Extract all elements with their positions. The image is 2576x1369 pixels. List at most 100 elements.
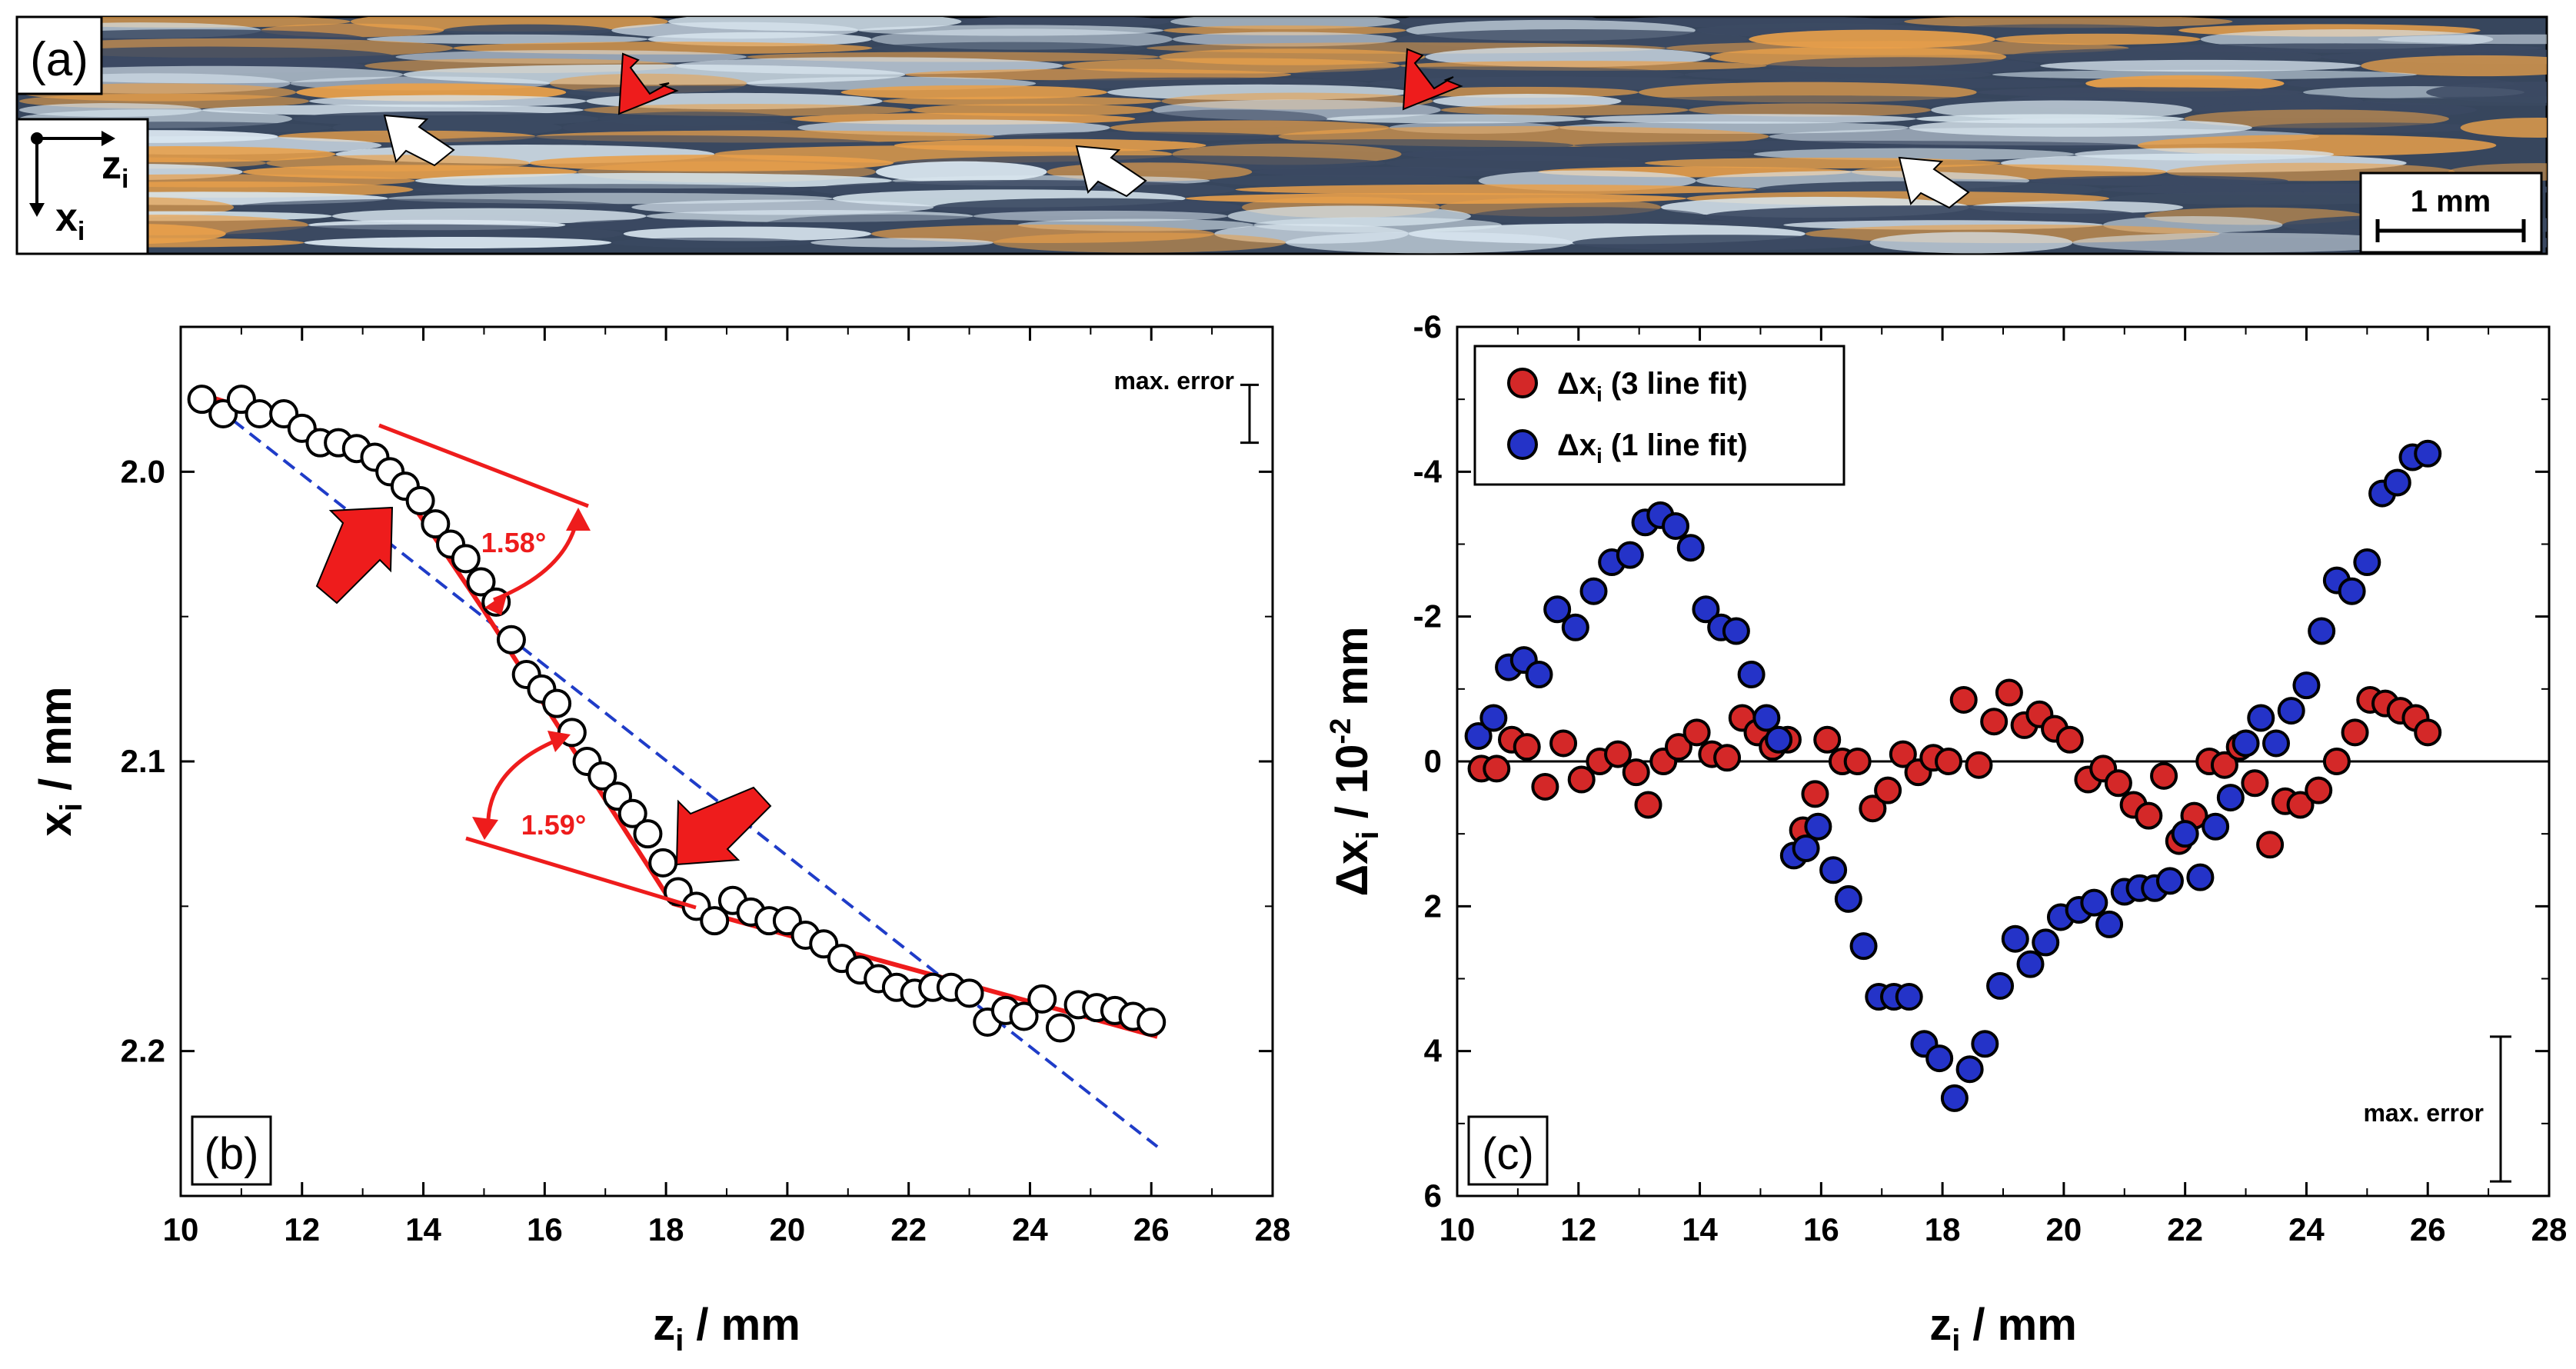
angle-label-upper: 1.58° <box>481 527 546 558</box>
x-tick-label: 20 <box>770 1211 806 1247</box>
panel-b-max-error: max. error <box>1113 367 1259 445</box>
micrograph-band <box>1252 166 1539 178</box>
point-1-line-fit <box>2292 671 2321 700</box>
x-tick-label: 12 <box>1560 1211 1596 1247</box>
point-1-line-fit <box>1722 617 1750 645</box>
x-tick-label: 14 <box>1682 1211 1718 1247</box>
point-1-line-fit <box>1676 534 1705 562</box>
micrograph-band <box>1935 24 2179 37</box>
x-tick-label: 16 <box>1803 1211 1839 1247</box>
micrograph-band <box>1210 174 1479 188</box>
panel-b-chart: 10 12 14 16 18 20 22 24 26 28 2.0 2.1 2.2 1.58° 1.59… <box>31 325 1291 1357</box>
point-3-line-fit <box>1995 678 2023 707</box>
point-3-line-fit <box>1859 794 1887 823</box>
point-3-line-fit <box>2305 776 2333 804</box>
micrograph-band <box>810 238 993 248</box>
inset-x-label: xi <box>55 195 85 246</box>
point-1-line-fit <box>1765 725 1793 754</box>
y-tick-label: 2.1 <box>121 743 165 779</box>
micrograph-band <box>1326 114 1585 124</box>
micrograph-band <box>1286 231 1573 254</box>
point-1-line-fit <box>1986 971 2015 1000</box>
point-3-line-fit <box>2135 801 2163 830</box>
x-tick-label: 12 <box>284 1211 320 1247</box>
y-tick-label: -6 <box>1413 308 1442 345</box>
point-3-line-fit <box>1843 748 1872 775</box>
point-1-line-fit <box>2001 924 2029 953</box>
panel-c-points-1-line-fit <box>1464 439 2442 1112</box>
x-tick-label: 10 <box>163 1211 199 1247</box>
point-1-line-fit <box>2308 617 2336 645</box>
point-1-line-fit <box>2232 729 2260 758</box>
y-tick-label: -4 <box>1413 453 1443 489</box>
measured-point <box>648 848 678 878</box>
micrograph-band <box>1584 114 1916 124</box>
point-3-line-fit <box>1513 733 1541 761</box>
point-1-line-fit <box>1925 1044 1954 1073</box>
micrograph-band <box>1753 148 2075 161</box>
y-tick-label: 4 <box>1424 1033 1443 1069</box>
point-3-line-fit <box>1801 780 1829 808</box>
point-1-line-fit <box>1479 704 1508 732</box>
point-1-line-fit <box>1561 613 1589 641</box>
micrograph-band <box>840 85 1107 100</box>
white-arrow-1 <box>383 114 455 167</box>
point-3-line-fit <box>1682 718 1711 747</box>
point-1-line-fit <box>2155 867 2184 895</box>
micrograph-band <box>1235 184 1757 195</box>
point-3-line-fit <box>1965 751 1993 779</box>
legend-label-1-line: Δxi (1 line fit) <box>1557 428 1748 468</box>
micrograph-band <box>2361 55 2547 77</box>
x-tick-label: 24 <box>1012 1211 1048 1247</box>
scale-bar-label: 1 mm <box>2411 185 2491 218</box>
point-3-line-fit <box>2341 718 2369 747</box>
measured-point <box>617 798 647 828</box>
point-1-line-fit <box>1525 661 1553 688</box>
panel-b-fit-lines <box>198 391 1159 1148</box>
point-1-line-fit <box>1955 1055 1984 1084</box>
point-1-line-fit <box>1834 884 1862 913</box>
point-3-line-fit <box>2210 751 2238 779</box>
point-3-line-fit <box>2256 831 2285 859</box>
panel-c-legend: Δxi (3 line fit) Δxi (1 line fit) <box>1473 345 1845 486</box>
micrograph-band <box>413 184 811 195</box>
point-3-line-fit <box>2241 769 2269 798</box>
panel-b-angle-annotations: 1.58° 1.59° <box>315 423 772 910</box>
x-tick-label: 20 <box>2046 1211 2082 1247</box>
panel-c-label: (c) <box>1482 1129 1534 1179</box>
legend-marker-1-line <box>1507 429 1538 460</box>
panel-a-micrograph: (a) zi xi 1 mm <box>15 15 2548 255</box>
point-1-line-fit <box>1543 595 1572 624</box>
micrograph-band <box>2040 59 2361 72</box>
point-3-line-fit <box>1949 685 1978 714</box>
point-3-line-fit <box>1935 748 1962 775</box>
micrograph-band <box>1409 86 1639 98</box>
point-1-line-fit <box>2016 950 2045 978</box>
panel-a-label: (a) <box>30 33 88 86</box>
measured-point <box>466 567 496 597</box>
red-arrow-1 <box>617 52 679 115</box>
micrograph-band <box>1573 140 2138 151</box>
x-tick-label: 28 <box>1255 1211 1291 1247</box>
point-1-line-fit <box>2277 697 2305 725</box>
point-3-line-fit <box>1604 740 1632 768</box>
micrograph-band <box>444 24 612 37</box>
micrograph-band <box>2029 175 2288 186</box>
point-1-line-fit <box>1616 541 1644 569</box>
measured-point <box>1045 1013 1075 1043</box>
micrograph-band <box>2109 192 2425 205</box>
micrograph-band <box>1869 231 2073 254</box>
panel-b-max-error-label: max. error <box>1113 367 1234 395</box>
panel-b-y-axis-title: xi / mm <box>31 687 88 837</box>
point-1-line-fit <box>2095 910 2124 938</box>
one-line-fit <box>198 392 1159 1148</box>
micrograph-band <box>2378 34 2547 45</box>
panel-c-max-error-label: max. error <box>2363 1099 2484 1127</box>
measured-point <box>245 399 275 428</box>
x-tick-label: 10 <box>1439 1211 1476 1247</box>
point-1-line-fit <box>2262 729 2290 758</box>
point-1-line-fit <box>1464 722 1493 751</box>
micrograph-band <box>882 96 1162 106</box>
point-1-line-fit <box>2414 439 2442 468</box>
